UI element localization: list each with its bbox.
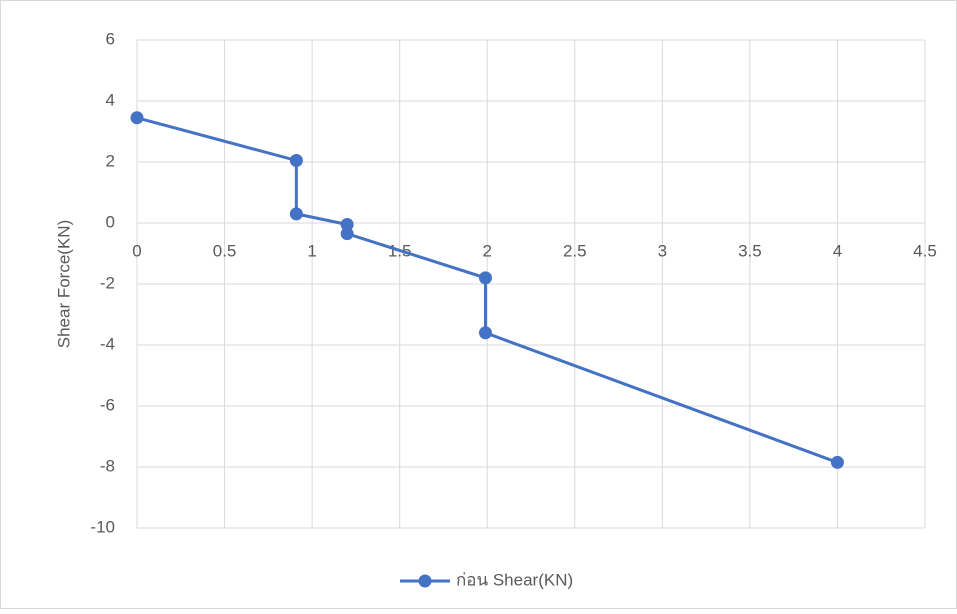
x-tick-label: 3.5 xyxy=(738,241,762,260)
y-axis-title: Shear Force(KN) xyxy=(54,220,73,348)
y-tick-label: 2 xyxy=(106,151,115,170)
legend-marker xyxy=(418,574,432,588)
x-tick-label: 0.5 xyxy=(213,241,237,260)
x-tick-label: 1 xyxy=(307,241,316,260)
y-tick-label: 0 xyxy=(106,212,115,231)
y-tick-label: -10 xyxy=(90,517,115,536)
data-point xyxy=(478,326,492,340)
legend-label: ก่อน Shear(KN) xyxy=(456,570,573,589)
y-tick-label: -2 xyxy=(100,273,115,292)
x-tick-label: 4.5 xyxy=(913,241,937,260)
data-point xyxy=(289,153,303,167)
data-point xyxy=(340,227,354,241)
data-point xyxy=(130,111,144,125)
data-point xyxy=(478,271,492,285)
y-tick-label: -4 xyxy=(100,334,115,353)
y-tick-label: -6 xyxy=(100,395,115,414)
x-tick-label: 4 xyxy=(833,241,842,260)
x-tick-label: 0 xyxy=(132,241,141,260)
data-point xyxy=(830,455,844,469)
data-point xyxy=(289,207,303,221)
x-tick-label: 3 xyxy=(658,241,667,260)
y-tick-label: 4 xyxy=(106,90,115,109)
y-tick-label: 6 xyxy=(106,29,115,48)
y-tick-label: -8 xyxy=(100,456,115,475)
data-point xyxy=(340,218,354,232)
x-tick-label: 2.5 xyxy=(563,241,587,260)
x-tick-label: 2 xyxy=(482,241,491,260)
